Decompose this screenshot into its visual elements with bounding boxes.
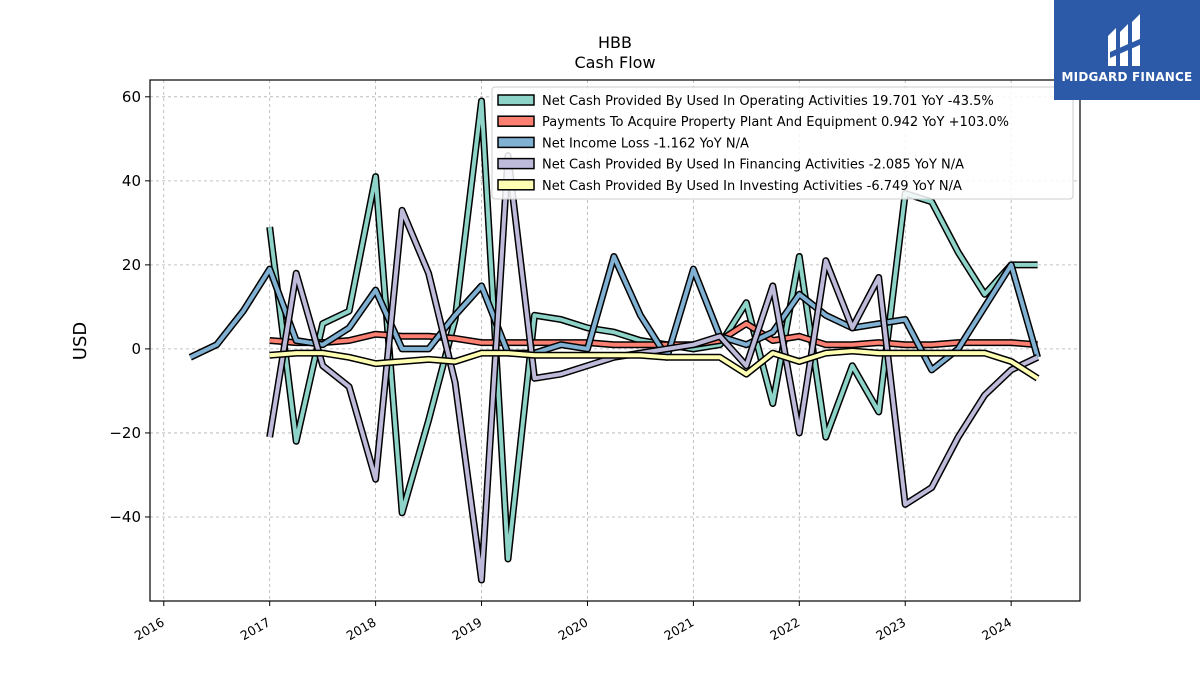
x-tick-label: 2021 bbox=[661, 614, 696, 643]
y-tick-label: 20 bbox=[122, 256, 141, 274]
legend-swatch bbox=[497, 157, 535, 170]
chart-title: HBB bbox=[598, 33, 632, 52]
x-tick-label: 2022 bbox=[767, 614, 802, 643]
legend-label: Net Cash Provided By Used In Financing A… bbox=[542, 158, 964, 173]
x-tick-label: 2018 bbox=[344, 614, 379, 643]
chart-subtitle: Cash Flow bbox=[574, 53, 655, 72]
legend-swatch bbox=[497, 136, 535, 149]
x-tick-label: 2020 bbox=[555, 614, 590, 643]
x-tick-label: 2024 bbox=[979, 614, 1014, 643]
y-tick-label: −40 bbox=[109, 508, 141, 526]
series-line-3 bbox=[267, 153, 1039, 582]
legend: Net Cash Provided By Used In Operating A… bbox=[491, 86, 1074, 200]
legend-swatch bbox=[497, 94, 535, 106]
legend-swatch bbox=[497, 115, 535, 127]
x-tick-label: 2023 bbox=[873, 614, 908, 643]
legend-label: Payments To Acquire Property Plant And E… bbox=[542, 115, 1009, 130]
series-line-4 bbox=[269, 349, 1039, 380]
x-tick-label: 2016 bbox=[132, 614, 167, 643]
y-tick-label: 0 bbox=[131, 340, 141, 358]
x-tick-label: 2017 bbox=[238, 614, 273, 643]
y-tick-label: −20 bbox=[109, 424, 141, 442]
legend-label: Net Income Loss -1.162 YoY N/A bbox=[542, 136, 749, 151]
plot-frame bbox=[149, 79, 1081, 602]
y-tick-label: 60 bbox=[122, 88, 141, 106]
series-line-2 bbox=[189, 254, 1040, 372]
x-axis-ticks: 2016 2017 2018 2019 2020 2021 2022 2023 2024 bbox=[132, 601, 1014, 643]
brand-logo: MIDGARD FINANCE bbox=[1054, 0, 1200, 100]
legend-swatch bbox=[497, 179, 535, 191]
brand-name: MIDGARD FINANCE bbox=[1061, 70, 1193, 84]
legend-box bbox=[491, 86, 1074, 200]
brand-logo-icon bbox=[1108, 14, 1142, 66]
y-axis-label: USD bbox=[70, 322, 91, 360]
x-tick-label: 2019 bbox=[450, 614, 485, 643]
legend-label: Net Cash Provided By Used In Operating A… bbox=[542, 94, 994, 109]
y-tick-label: 40 bbox=[122, 172, 141, 190]
y-axis-ticks: 60 40 20 0 −20 −40 bbox=[109, 88, 150, 526]
legend-label: Net Cash Provided By Used In Investing A… bbox=[542, 179, 962, 194]
